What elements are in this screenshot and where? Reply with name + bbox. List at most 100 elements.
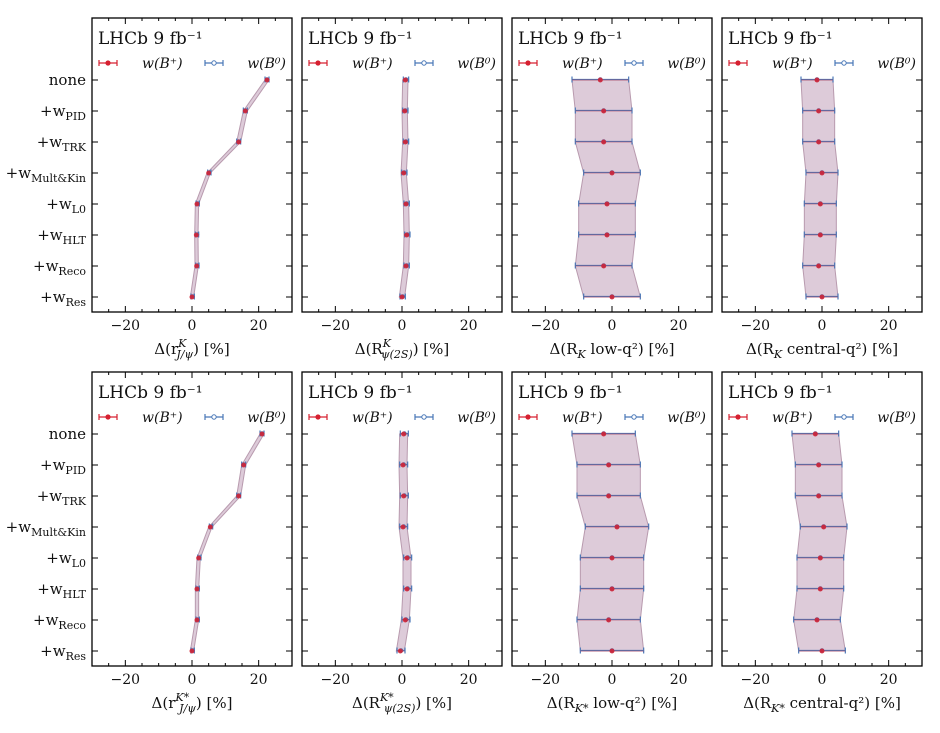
x-axis-label: Δ(RK ψ(2S)) [%] — [355, 337, 450, 361]
point-a — [400, 462, 406, 468]
point-a — [194, 201, 200, 207]
point-a — [601, 139, 607, 145]
point-a — [606, 617, 612, 623]
x-tick-label: 0 — [398, 318, 407, 334]
uncertainty-band — [189, 433, 265, 652]
point-a — [606, 462, 612, 468]
row-label: +wReco — [33, 257, 86, 278]
panel-5: −20 0 20 Δ(rK* J/ψ) [%] LHCb 9 fb⁻¹ w(B⁺) w(B⁰)… — [6, 371, 293, 715]
x-tick-label: 20 — [460, 318, 478, 334]
x-tick-label: −20 — [741, 318, 771, 334]
legend-label-b: w(B⁰) — [667, 410, 706, 426]
uncertainty-band — [571, 79, 641, 298]
point-a — [604, 201, 610, 207]
point-a — [817, 555, 823, 561]
legend-marker-b — [421, 414, 427, 420]
row-label: +wPID — [40, 456, 86, 477]
x-tick-label: 0 — [188, 318, 197, 334]
row-label: +wRes — [40, 288, 86, 309]
panel-1: −20 0 20 Δ(rK J/ψ) [%] LHCb 9 fb⁻¹ w(B⁺) w(B⁰) n… — [6, 17, 293, 361]
point-a — [196, 555, 202, 561]
point-a — [821, 524, 827, 530]
x-tick-label: 0 — [818, 318, 827, 334]
legend-marker-b — [421, 60, 427, 66]
point-a — [207, 524, 213, 530]
point-a — [236, 493, 242, 499]
point-a — [193, 232, 199, 238]
legend-label-b: w(B⁰) — [667, 56, 706, 72]
legend-label-a: w(B⁺) — [562, 410, 603, 426]
x-tick-label: −20 — [531, 318, 561, 334]
point-a — [601, 108, 607, 114]
x-tick-label: 20 — [250, 672, 268, 688]
point-a — [264, 77, 270, 83]
row-label: +wHLT — [37, 580, 86, 601]
x-axis-label: Δ(RK central-q²) [%] — [746, 340, 898, 361]
point-a — [604, 232, 610, 238]
experiment-label: LHCb 9 fb⁻¹ — [518, 383, 623, 403]
x-tick-label: 20 — [880, 318, 898, 334]
row-label: +wTRK — [37, 133, 87, 154]
point-a — [403, 201, 409, 207]
uncertainty-band — [189, 79, 270, 298]
legend-marker-b — [631, 414, 637, 420]
point-a — [189, 648, 195, 654]
row-label: +wPID — [40, 102, 86, 123]
x-tick-label: 20 — [670, 672, 688, 688]
point-a — [194, 263, 200, 269]
x-axis-label: Δ(RK* ψ(2S)) [%] — [352, 691, 452, 715]
legend-marker-a — [315, 60, 321, 66]
point-a — [816, 263, 822, 269]
legend-marker-b — [211, 60, 217, 66]
legend-marker-a — [315, 414, 321, 420]
x-tick-label: 0 — [608, 672, 617, 688]
experiment-label: LHCb 9 fb⁻¹ — [518, 29, 623, 49]
legend-marker-b — [211, 414, 217, 420]
point-a — [816, 108, 822, 114]
point-a — [194, 586, 200, 592]
experiment-label: LHCb 9 fb⁻¹ — [98, 383, 203, 403]
x-axis-label: Δ(RK* low-q²) [%] — [547, 694, 677, 715]
legend-label-b: w(B⁰) — [877, 410, 916, 426]
point-a — [402, 139, 408, 145]
legend-marker-b — [841, 60, 847, 66]
legend-label-a: w(B⁺) — [772, 410, 813, 426]
panel-4: −20 0 20 Δ(RK central-q²) [%] LHCb 9 fb⁻¹ w(B… — [721, 17, 923, 361]
experiment-label: LHCb 9 fb⁻¹ — [728, 383, 833, 403]
row-label: +wMult&Kin — [6, 164, 86, 185]
point-a — [259, 431, 265, 437]
point-a — [601, 263, 607, 269]
legend-label-b: w(B⁰) — [457, 410, 496, 426]
point-a — [817, 201, 823, 207]
x-tick-label: −20 — [111, 318, 141, 334]
x-tick-label: 20 — [880, 672, 898, 688]
panel-7: −20 0 20 Δ(RK* low-q²) [%] LHCb 9 fb⁻¹ w(B⁺) w… — [511, 371, 713, 715]
point-a — [601, 431, 607, 437]
point-a — [812, 431, 818, 437]
row-label: +wHLT — [37, 226, 86, 247]
legend-label-b: w(B⁰) — [247, 410, 286, 426]
legend-marker-a — [735, 60, 741, 66]
point-a — [402, 108, 408, 114]
legend-label-a: w(B⁺) — [142, 56, 183, 72]
point-a — [401, 493, 407, 499]
legend-marker-a — [105, 60, 111, 66]
row-label: none — [49, 425, 86, 443]
x-axis-label: Δ(RK* central-q²) [%] — [743, 694, 901, 715]
point-a — [194, 617, 200, 623]
legend-marker-a — [525, 414, 531, 420]
x-tick-label: 20 — [670, 318, 688, 334]
legend-label-a: w(B⁺) — [562, 56, 603, 72]
point-a — [402, 77, 408, 83]
point-a — [817, 232, 823, 238]
x-tick-label: 0 — [608, 318, 617, 334]
row-label: +wTRK — [37, 487, 87, 508]
point-a — [236, 139, 242, 145]
point-a — [242, 108, 248, 114]
point-a — [609, 586, 615, 592]
x-tick-label: −20 — [531, 672, 561, 688]
point-a — [403, 263, 409, 269]
x-axis-label: Δ(RK low-q²) [%] — [550, 340, 675, 361]
experiment-label: LHCb 9 fb⁻¹ — [728, 29, 833, 49]
